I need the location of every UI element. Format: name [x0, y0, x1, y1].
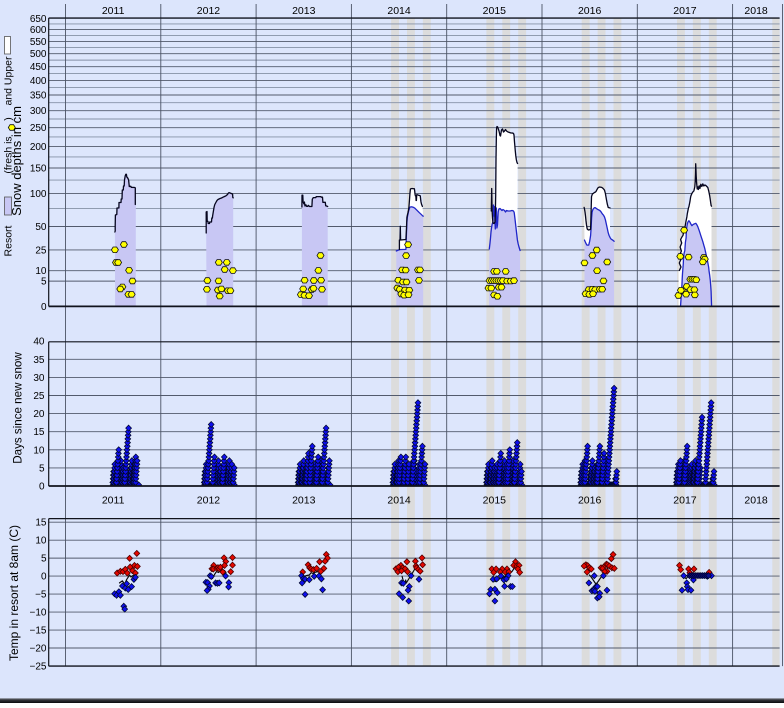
svg-text:and Upper: and Upper — [3, 56, 15, 106]
svg-text:): ) — [3, 117, 15, 121]
svg-text:−5: −5 — [35, 590, 47, 601]
svg-text:650: 650 — [30, 14, 47, 25]
svg-text:2013: 2013 — [292, 5, 316, 17]
svg-text:2017: 2017 — [673, 5, 697, 17]
svg-text:(fresh is: (fresh is — [3, 136, 15, 173]
svg-text:350: 350 — [30, 90, 47, 101]
svg-text:2018: 2018 — [744, 495, 768, 507]
svg-text:100: 100 — [30, 189, 47, 200]
svg-text:5: 5 — [41, 554, 47, 565]
svg-text:15: 15 — [35, 518, 47, 529]
svg-text:50: 50 — [35, 222, 47, 233]
svg-text:0: 0 — [41, 572, 47, 583]
svg-text:Resort: Resort — [3, 225, 15, 256]
svg-text:2015: 2015 — [483, 5, 507, 17]
svg-text:200: 200 — [30, 142, 47, 153]
svg-text:10: 10 — [35, 536, 47, 547]
svg-text:25: 25 — [35, 245, 47, 256]
svg-text:2011: 2011 — [102, 495, 125, 507]
svg-text:400: 400 — [30, 76, 47, 87]
svg-text:−25: −25 — [30, 661, 47, 672]
svg-text:2011: 2011 — [102, 5, 125, 17]
svg-text:10: 10 — [35, 266, 47, 277]
svg-text:450: 450 — [30, 62, 47, 73]
svg-text:2017: 2017 — [673, 495, 697, 507]
svg-text:Snow depths in cm: Snow depths in cm — [9, 106, 24, 216]
svg-text:0: 0 — [41, 302, 47, 313]
svg-text:150: 150 — [30, 164, 47, 175]
svg-text:550: 550 — [30, 37, 47, 48]
svg-text:2014: 2014 — [387, 5, 411, 17]
svg-text:2012: 2012 — [197, 495, 221, 507]
svg-text:2014: 2014 — [387, 495, 411, 507]
svg-text:15: 15 — [33, 427, 45, 438]
svg-text:500: 500 — [30, 49, 47, 60]
svg-text:−15: −15 — [30, 626, 47, 637]
svg-text:2012: 2012 — [197, 5, 221, 17]
svg-text:Temp in resort at 8am (C): Temp in resort at 8am (C) — [7, 525, 21, 661]
svg-text:600: 600 — [30, 25, 47, 36]
svg-text:5: 5 — [41, 277, 47, 288]
svg-text:Days since new snow: Days since new snow — [12, 352, 25, 464]
svg-text:10: 10 — [33, 445, 45, 456]
svg-text:−20: −20 — [30, 644, 47, 655]
svg-text:300: 300 — [30, 106, 47, 117]
svg-text:20: 20 — [33, 409, 45, 420]
svg-text:2018: 2018 — [744, 5, 768, 17]
svg-text:30: 30 — [33, 373, 45, 384]
svg-text:2013: 2013 — [292, 495, 316, 507]
svg-text:5: 5 — [39, 463, 45, 474]
svg-text:2016: 2016 — [578, 495, 602, 507]
svg-text:−10: −10 — [30, 608, 47, 619]
svg-text:250: 250 — [30, 123, 47, 134]
svg-text:2016: 2016 — [578, 5, 602, 17]
svg-text:25: 25 — [33, 391, 45, 402]
svg-text:0: 0 — [39, 482, 45, 493]
svg-text:2015: 2015 — [483, 495, 507, 507]
svg-text:40: 40 — [33, 337, 45, 348]
svg-text:35: 35 — [33, 355, 45, 366]
